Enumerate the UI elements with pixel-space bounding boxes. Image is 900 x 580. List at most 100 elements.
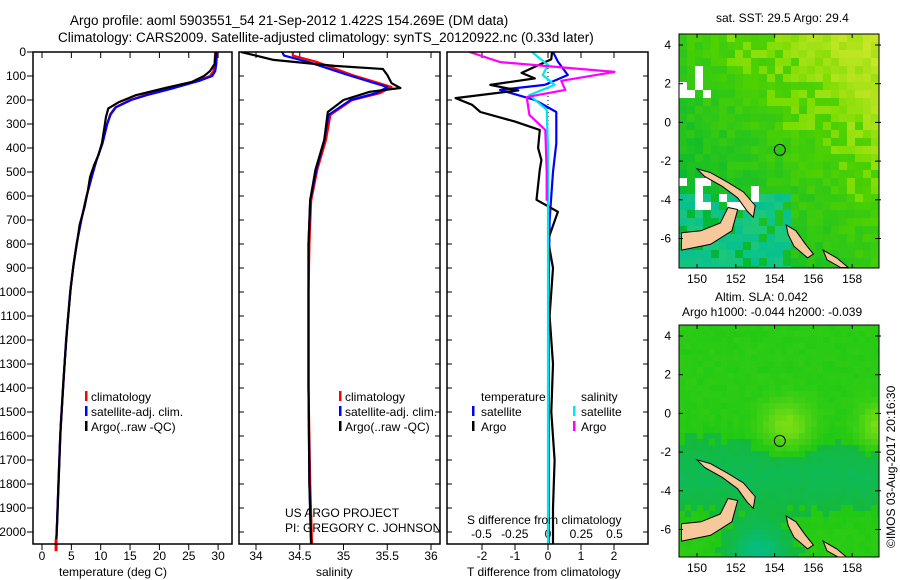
- map-cell: [711, 50, 719, 58]
- map-cell: [815, 202, 823, 210]
- map-cell: [805, 463, 811, 469]
- map-cell: [715, 457, 721, 463]
- sla-map-title: Altim. SLA: 0.042: [715, 290, 808, 304]
- map-cell: [793, 397, 799, 403]
- map-cell: [865, 439, 871, 445]
- map-cell: [775, 547, 781, 553]
- map-cell: [745, 481, 751, 487]
- map-cell: [775, 409, 781, 415]
- map-cell: [767, 242, 775, 250]
- y-tick-label: 1200: [0, 333, 26, 347]
- map-cell: [767, 226, 775, 234]
- map-cell: [847, 130, 855, 138]
- map-cell: [859, 481, 865, 487]
- map-cell: [745, 337, 751, 343]
- map-cell: [751, 226, 759, 234]
- map-cell: [863, 162, 871, 170]
- legend-label: Argo(..raw -QC): [345, 420, 430, 434]
- map-cell: [859, 349, 865, 355]
- map-cell: [703, 178, 711, 186]
- map-cell: [831, 210, 839, 218]
- map-cell: [727, 90, 735, 98]
- map-cell: [703, 493, 709, 499]
- map-cell: [751, 194, 759, 202]
- map-cell: [691, 541, 697, 547]
- map-cell: [855, 258, 863, 266]
- map-cell: [727, 469, 733, 475]
- map-cell: [679, 186, 687, 194]
- map-cell: [871, 154, 879, 162]
- map-cell: [751, 122, 759, 130]
- map-cell: [775, 487, 781, 493]
- map-cell: [711, 170, 719, 178]
- map-cell: [751, 74, 759, 82]
- map-cell: [679, 499, 685, 505]
- map-cell: [805, 445, 811, 451]
- map-cell: [877, 439, 879, 445]
- map-cell: [745, 415, 751, 421]
- x2-tick-label: 0.5: [606, 527, 623, 541]
- map-cell: [733, 487, 739, 493]
- map-cell: [733, 517, 739, 523]
- map-cell: [799, 385, 805, 391]
- map-cell: [871, 250, 879, 258]
- map-cell: [721, 445, 727, 451]
- map-cell: [719, 194, 727, 202]
- map-cell: [751, 475, 757, 481]
- map-cell: [733, 511, 739, 517]
- map-cell: [877, 493, 879, 499]
- map-cell: [775, 82, 783, 90]
- map-cell: [721, 397, 727, 403]
- map-cell: [685, 511, 691, 517]
- map-cell: [791, 154, 799, 162]
- map-cell: [805, 481, 811, 487]
- series-line-s-satellite: [528, 52, 556, 544]
- map-cell: [839, 210, 847, 218]
- map-cell: [841, 499, 847, 505]
- map-cell: [685, 379, 691, 385]
- map-cell: [735, 226, 743, 234]
- map-cell: [811, 499, 817, 505]
- map-cell: [817, 409, 823, 415]
- map-cell: [739, 379, 745, 385]
- map-cell: [697, 373, 703, 379]
- map-cell: [835, 529, 841, 535]
- map-cell: [697, 469, 703, 475]
- map-cell: [727, 547, 733, 553]
- map-cell: [679, 74, 687, 82]
- map-cell: [799, 58, 807, 66]
- map-cell: [783, 210, 791, 218]
- map-cell: [679, 258, 687, 266]
- map-cell: [757, 397, 763, 403]
- map-cell: [811, 547, 817, 553]
- map-cell: [829, 337, 835, 343]
- map-cell: [787, 373, 793, 379]
- map-cell: [799, 178, 807, 186]
- map-cell: [709, 391, 715, 397]
- map-cell: [739, 517, 745, 523]
- map-cell: [871, 266, 879, 268]
- map-cell: [787, 403, 793, 409]
- map-cell: [783, 114, 791, 122]
- map-cell: [745, 403, 751, 409]
- map-cell: [799, 553, 805, 557]
- map-cell: [855, 146, 863, 154]
- map-cell: [817, 523, 823, 529]
- map-cell: [763, 385, 769, 391]
- map-cell: [799, 457, 805, 463]
- map-cell: [721, 373, 727, 379]
- series-line-t-satellite: [499, 52, 569, 544]
- map-cell: [751, 343, 757, 349]
- map-cell: [733, 349, 739, 355]
- map-cell: [759, 170, 767, 178]
- map-cell: [727, 42, 735, 50]
- map-cell: [865, 493, 871, 499]
- map-cell: [733, 433, 739, 439]
- map-cell: [811, 355, 817, 361]
- map-cell: [817, 331, 823, 337]
- map-cell: [847, 242, 855, 250]
- map-cell: [831, 234, 839, 242]
- map-cell: [745, 409, 751, 415]
- map-cell: [859, 331, 865, 337]
- map-cell: [841, 385, 847, 391]
